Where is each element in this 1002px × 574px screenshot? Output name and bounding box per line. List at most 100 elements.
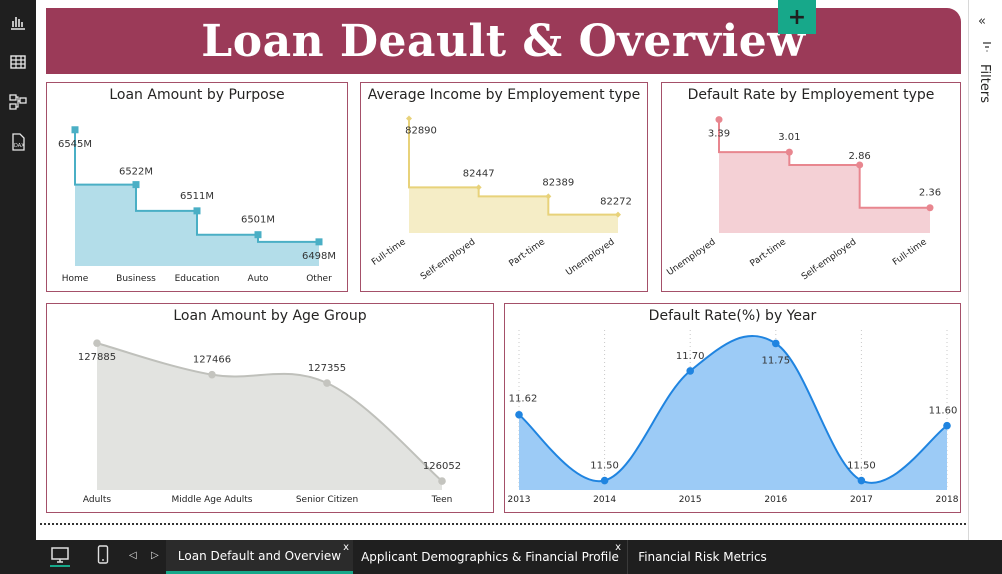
data-point: [943, 421, 951, 430]
x-tick-label: Full-time: [370, 237, 408, 268]
x-tick-label: Self-employed: [800, 237, 858, 282]
data-point: [785, 148, 793, 156]
data-label: 11.50: [590, 461, 619, 472]
mobile-layout-icon[interactable]: [97, 545, 109, 570]
x-tick-label: Business: [116, 274, 156, 284]
desktop-layout-icon[interactable]: [50, 546, 70, 573]
series-area: [75, 129, 319, 266]
page-navigator-bar: ◁ ▷ Loan Default and Overview x Applican…: [0, 540, 1002, 574]
tab-financial-risk-metrics[interactable]: Financial Risk Metrics: [627, 540, 777, 574]
data-label: 127355: [308, 363, 346, 374]
chart-card-loan-amount-by-purpose[interactable]: Loan Amount by Purpose 6545M 6522M 6511M 65…: [46, 82, 348, 292]
x-tick-label: Full-time: [891, 237, 929, 268]
chart-title: Default Rate(%) by Year: [648, 308, 817, 324]
x-tick-label: 2016: [764, 495, 787, 505]
data-label: 6498M: [302, 251, 336, 262]
chart-title: Loan Amount by Age Group: [173, 308, 367, 324]
series-line: [408, 118, 618, 216]
data-label: 11.75: [761, 355, 790, 366]
data-label: 2.36: [919, 188, 941, 199]
series-area: [97, 343, 442, 490]
x-tick-label: Other: [306, 274, 332, 284]
data-point: [71, 126, 79, 134]
chart-card-loan-amount-by-age-group[interactable]: Loan Amount by Age Group 127885 127466 127…: [46, 303, 494, 513]
filter-icon: [983, 42, 991, 52]
x-tick-label: Unemployed: [564, 237, 616, 278]
series-line: [96, 342, 443, 482]
chart-plot: 11.62 11.50 11.70 11.75 11.50 11.60 2013 2014 20…: [508, 330, 959, 505]
data-label: 11.70: [676, 351, 705, 362]
series-line: [718, 119, 930, 209]
close-tab-icon[interactable]: x: [343, 542, 349, 553]
chart-plot: 82890 82447 82389 82272 Full-time Self-employ…: [370, 115, 632, 282]
x-tick-label: Unemployed: [665, 237, 717, 278]
x-tick-label: 2015: [679, 495, 702, 505]
view-switcher-rail: DAX: [0, 0, 36, 574]
model-view-icon[interactable]: [8, 92, 28, 112]
add-page-button[interactable]: +: [778, 0, 816, 34]
data-label: 82447: [463, 168, 495, 179]
data-label: 82272: [600, 197, 632, 208]
x-tick-label: 2013: [508, 495, 531, 505]
x-tick-label: Senior Citizen: [296, 495, 358, 505]
filters-label[interactable]: Filters: [977, 64, 992, 103]
data-label: 127885: [78, 352, 116, 363]
table-view-icon[interactable]: [8, 52, 28, 72]
chart-card-default-rate-by-year[interactable]: Default Rate(%) by Year 11.62 11.50 11.70 1…: [504, 303, 961, 513]
dax-query-icon[interactable]: DAX: [8, 132, 28, 152]
data-label: 3.01: [778, 132, 800, 143]
svg-text:DAX: DAX: [14, 143, 25, 149]
x-tick-label: Auto: [248, 274, 269, 284]
x-tick-label: Teen: [431, 495, 453, 505]
tab-label: Loan Default and Overview: [177, 548, 342, 563]
data-point: [438, 477, 446, 485]
tab-applicant-demographics[interactable]: Applicant Demographics & Financial Profi…: [355, 540, 625, 574]
chart-card-default-rate-by-employment[interactable]: Default Rate by Employement type 3.39 3.0…: [661, 82, 961, 292]
data-label: 126052: [423, 461, 461, 472]
data-label: 3.39: [708, 129, 730, 140]
data-point: [475, 184, 482, 191]
data-label: 82389: [542, 177, 574, 188]
report-title-banner: Loan Deault & Overview: [46, 8, 961, 74]
report-title: Loan Deault & Overview: [201, 15, 806, 67]
data-point: [93, 339, 101, 347]
data-point: [323, 379, 331, 387]
x-tick-label: Part-time: [748, 237, 788, 269]
chart-card-average-income-by-employment[interactable]: Average Income by Employement type 82890…: [360, 82, 648, 292]
data-label: 82890: [405, 126, 437, 137]
data-point: [715, 116, 723, 124]
chart-title: Loan Amount by Purpose: [109, 87, 285, 103]
data-point: [315, 238, 323, 246]
data-label: 6522M: [119, 167, 153, 178]
data-point: [193, 207, 201, 215]
tab-label: Applicant Demographics & Financial Profi…: [361, 550, 619, 564]
data-point: [856, 161, 864, 169]
series-area: [719, 119, 930, 233]
next-page-icon[interactable]: ▷: [151, 550, 159, 561]
tab-loan-default-and-overview[interactable]: Loan Default and Overview x: [166, 540, 353, 574]
data-label: 11.62: [509, 394, 538, 405]
x-tick-label: Home: [62, 274, 89, 284]
data-point: [857, 476, 866, 485]
data-label: 127466: [193, 355, 231, 366]
report-view-icon[interactable]: [8, 12, 28, 32]
data-label: 2.86: [849, 151, 871, 162]
close-tab-icon[interactable]: x: [615, 542, 621, 553]
chart-title: Average Income by Employement type: [367, 87, 641, 103]
x-tick-label: Middle Age Adults: [172, 495, 253, 505]
series-line: [518, 334, 948, 484]
chart-plot: 6545M 6522M 6511M 6501M 6498M Home Business Edu…: [58, 126, 336, 284]
data-point: [545, 193, 552, 200]
chart-plot: 127885 127466 127355 126052 Adults Middle Age…: [78, 339, 461, 505]
data-label: 11.60: [929, 406, 958, 417]
filters-pane[interactable]: [968, 0, 1002, 540]
tab-label: Financial Risk Metrics: [638, 550, 767, 564]
data-label: 6545M: [58, 139, 92, 150]
previous-page-icon[interactable]: ◁: [129, 550, 137, 561]
collapse-filters-icon[interactable]: «: [978, 14, 986, 29]
chart-plot: 3.39 3.01 2.86 2.36 Unemployed Part-time Self-…: [665, 116, 941, 282]
data-point: [406, 115, 412, 122]
x-tick-label: Self-employed: [419, 237, 477, 282]
chart-title: Default Rate by Employement type: [687, 87, 935, 103]
